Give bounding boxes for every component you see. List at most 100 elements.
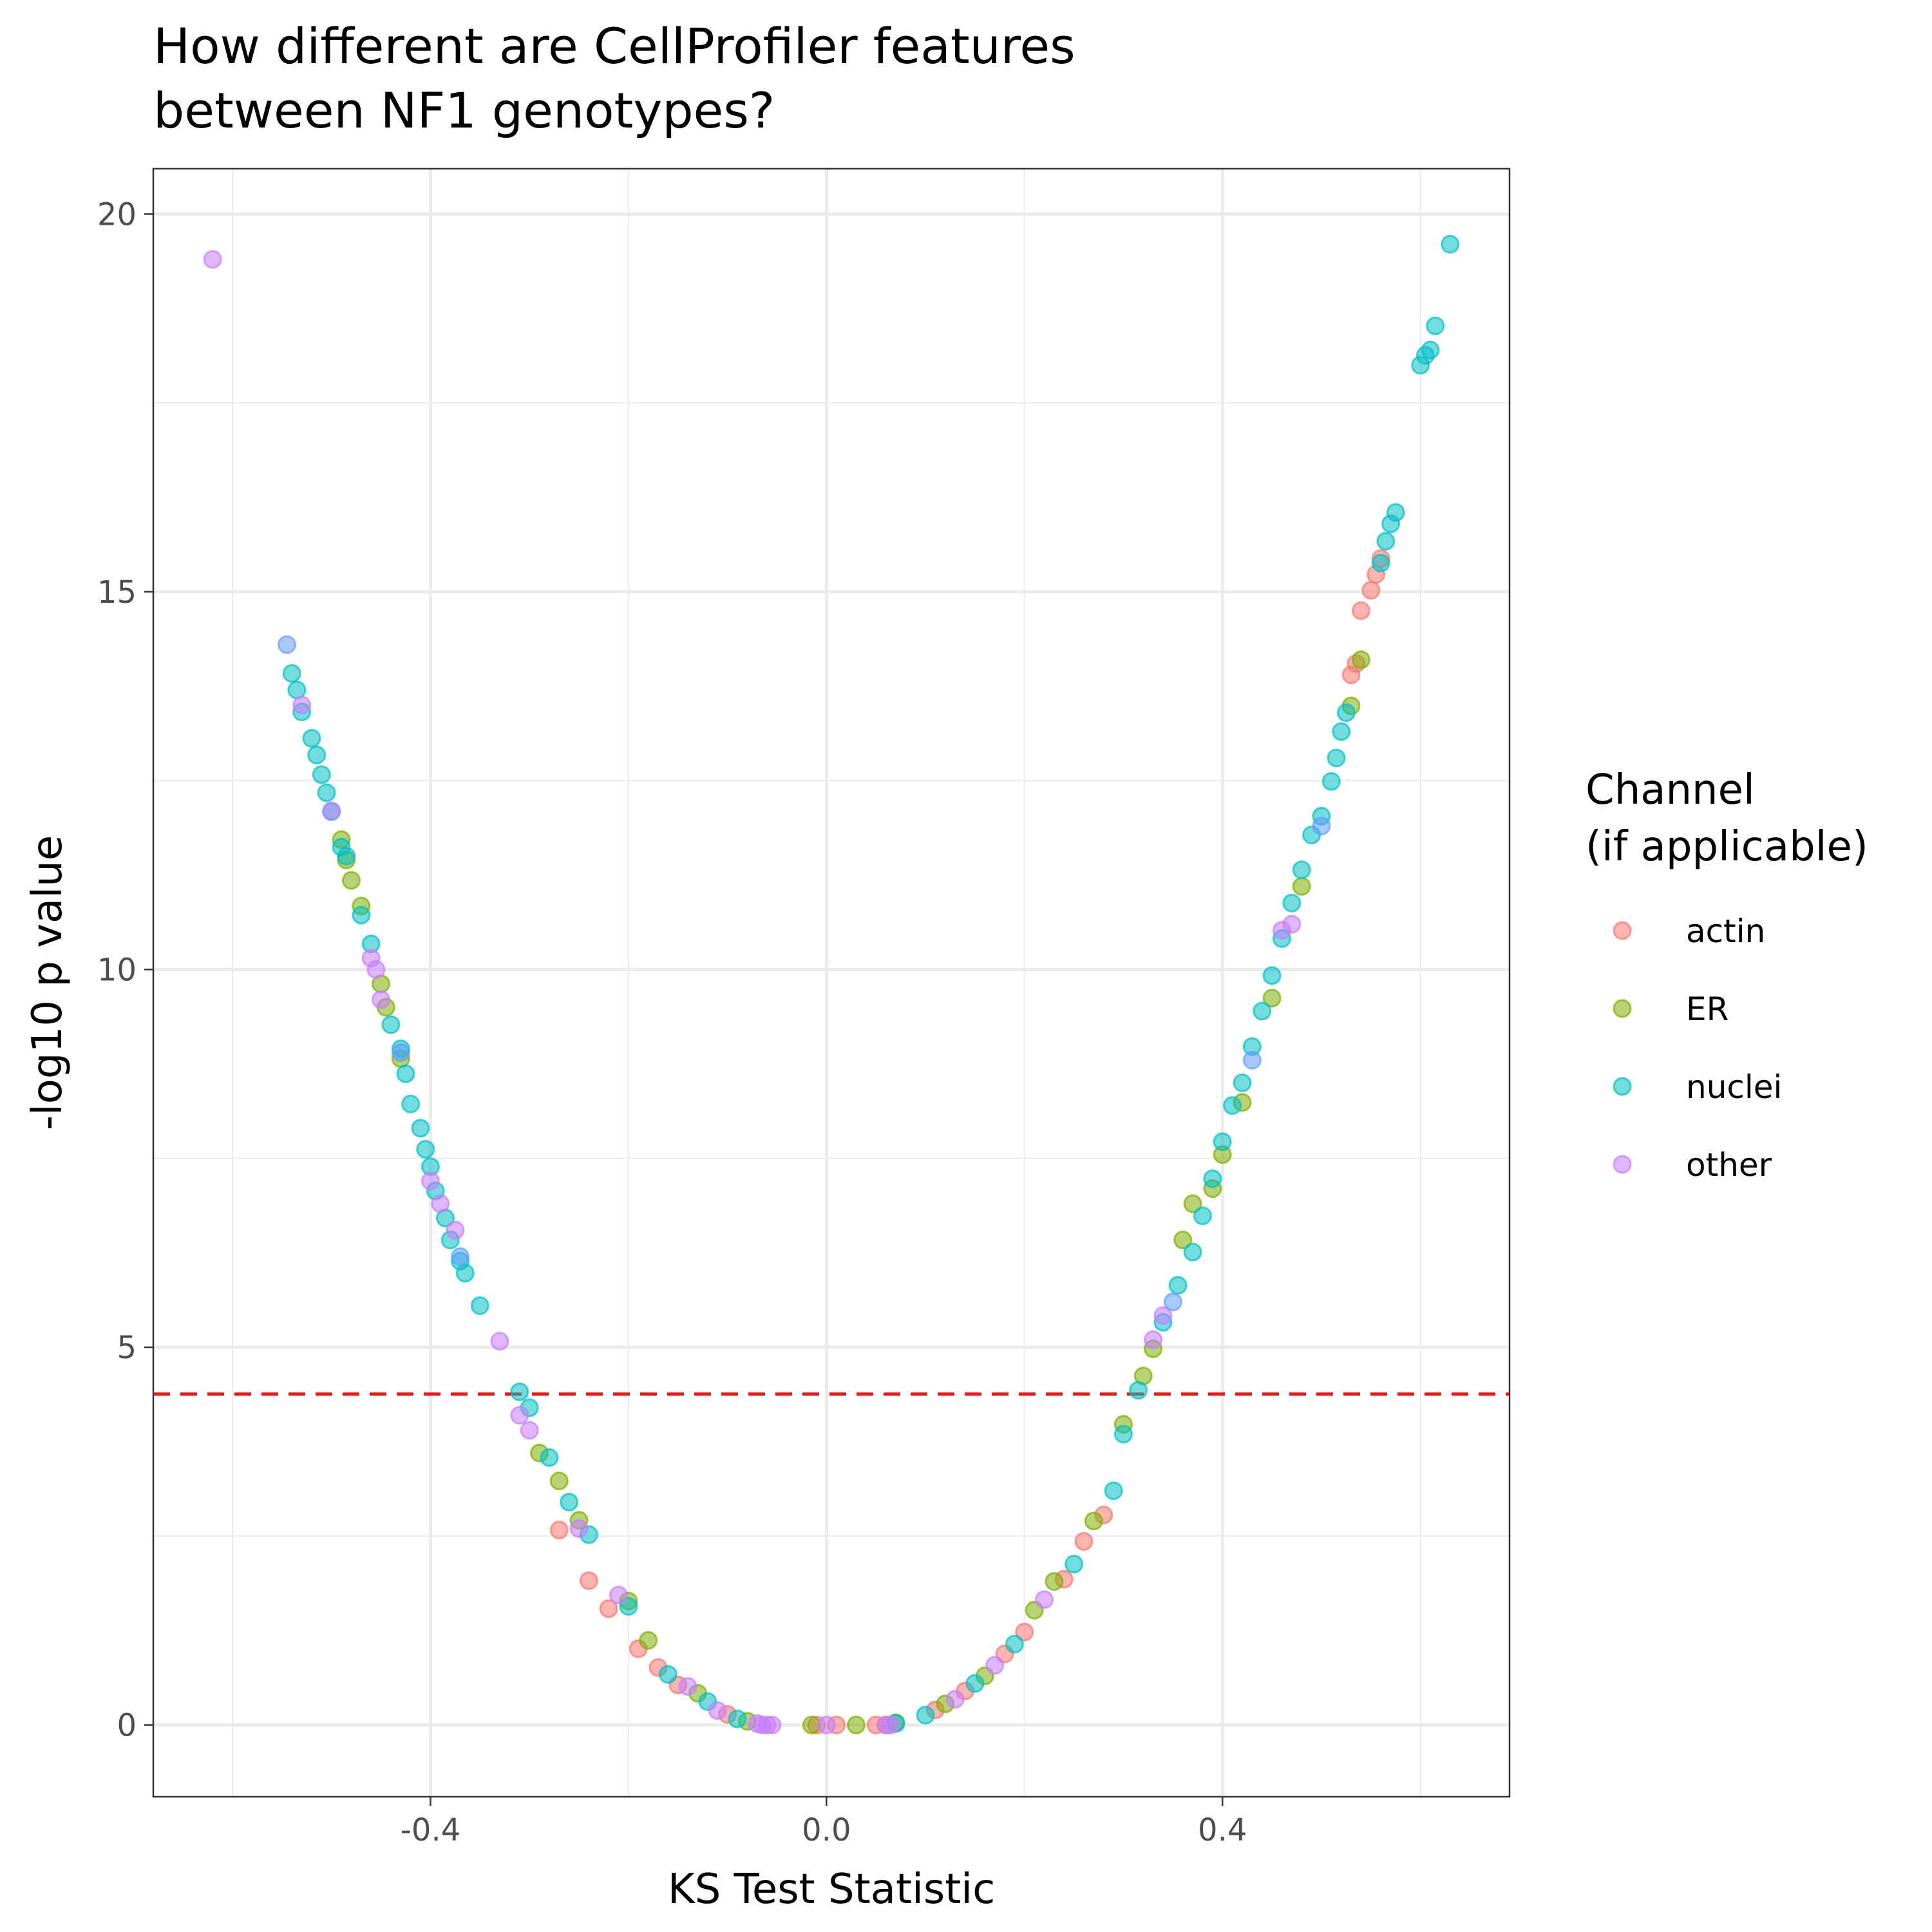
legend-entry-other: other — [1613, 1146, 1772, 1184]
grid-lines — [153, 169, 1510, 1797]
legend-key — [1613, 1077, 1632, 1096]
data-point — [490, 1332, 509, 1351]
data-point — [846, 1716, 866, 1735]
legend-label: other — [1686, 1146, 1772, 1184]
data-point — [446, 1220, 465, 1240]
data-point — [1084, 1511, 1103, 1531]
data-point — [451, 1247, 470, 1266]
y-tick-label: 5 — [117, 1330, 137, 1366]
legend-label: actin — [1686, 913, 1765, 950]
data-point — [431, 1194, 450, 1213]
series-unlabeled — [278, 635, 1331, 1312]
data-point — [1233, 1073, 1252, 1092]
data-point — [1441, 234, 1460, 254]
data-point — [381, 1015, 401, 1034]
data-point — [421, 1171, 440, 1191]
data-point — [1153, 1306, 1173, 1325]
data-point — [1262, 966, 1282, 985]
data-point — [352, 905, 371, 925]
data-point — [510, 1382, 529, 1401]
data-point — [985, 1656, 1005, 1675]
x-axis-title: KS Test Statistic — [668, 1866, 996, 1913]
data-point — [396, 1064, 415, 1083]
data-point — [1361, 581, 1381, 600]
data-point — [1223, 1096, 1242, 1115]
data-point — [1351, 650, 1370, 670]
data-point — [401, 1094, 421, 1113]
y-axis-ticks: 0 5 10 15 20 — [97, 196, 153, 1744]
data-point — [1262, 989, 1282, 1008]
data-point — [1183, 1194, 1202, 1213]
y-tick-label: 15 — [97, 574, 137, 611]
data-point — [549, 1472, 569, 1491]
data-point — [881, 1716, 900, 1735]
data-point — [1144, 1330, 1163, 1349]
data-point — [1312, 817, 1331, 836]
data-point — [599, 1599, 618, 1618]
data-point — [1421, 341, 1440, 360]
data-point — [945, 1690, 965, 1709]
data-point — [658, 1665, 677, 1684]
chart-title-line-2: between NF1 genotypes? — [153, 82, 775, 139]
data-point — [540, 1448, 559, 1467]
legend-label: ER — [1686, 990, 1728, 1028]
data-point — [1129, 1381, 1148, 1400]
data-point — [520, 1421, 539, 1440]
x-tick-label: -0.4 — [401, 1812, 461, 1848]
data-point — [372, 990, 391, 1009]
data-point — [1351, 601, 1370, 620]
legend-key — [1613, 1155, 1632, 1174]
legend: Channel (if applicable) actin ER nuclei oth… — [1586, 766, 1868, 1184]
data-point — [302, 729, 321, 748]
x-axis-ticks: -0.4 0.0 0.4 — [401, 1797, 1247, 1848]
y-axis-title: -log10 p value — [24, 835, 71, 1130]
y-tick-label: 20 — [97, 196, 137, 232]
data-point — [965, 1674, 985, 1693]
data-point — [1321, 772, 1341, 791]
data-point — [678, 1677, 697, 1696]
data-point — [1332, 722, 1351, 741]
x-tick-label: 0.4 — [1198, 1812, 1247, 1848]
legend-entry-actin: actin — [1613, 913, 1765, 950]
data-point — [1292, 860, 1311, 880]
data-point — [762, 1716, 782, 1735]
legend-label: nuclei — [1686, 1068, 1782, 1106]
data-point — [1163, 1293, 1182, 1312]
data-point — [1253, 1001, 1272, 1021]
data-point — [1203, 1169, 1222, 1188]
data-point — [560, 1492, 579, 1511]
data-point — [292, 696, 312, 715]
data-points — [203, 234, 1460, 1735]
data-point — [455, 1264, 475, 1283]
data-point — [1005, 1634, 1024, 1654]
legend-key — [1613, 999, 1632, 1018]
data-point — [1376, 531, 1396, 551]
data-point — [470, 1296, 489, 1315]
data-point — [1015, 1622, 1034, 1642]
chart-title-line-1: How different are CellProfiler features — [153, 17, 1075, 75]
data-point — [1183, 1242, 1202, 1262]
y-tick-label: 10 — [97, 952, 137, 988]
data-point — [569, 1519, 589, 1539]
plot-panel — [153, 169, 1510, 1797]
data-point — [203, 250, 222, 269]
legend-key — [1613, 921, 1632, 940]
data-point — [391, 1043, 410, 1063]
data-point — [1168, 1276, 1188, 1295]
data-point — [1336, 703, 1356, 723]
data-point — [609, 1586, 628, 1605]
data-point — [322, 801, 341, 820]
legend-entries: actin ER nuclei other — [1613, 913, 1782, 1184]
data-point — [1193, 1206, 1212, 1226]
data-point — [549, 1520, 569, 1540]
data-point — [579, 1571, 598, 1590]
data-point — [312, 765, 331, 784]
data-point — [282, 664, 301, 683]
data-point — [708, 1701, 727, 1720]
data-point — [1282, 893, 1302, 913]
data-point — [1386, 503, 1405, 522]
legend-entry-nuclei: nuclei — [1613, 1068, 1782, 1106]
data-point — [411, 1119, 430, 1138]
data-point — [1371, 553, 1390, 573]
data-point — [1213, 1132, 1232, 1151]
